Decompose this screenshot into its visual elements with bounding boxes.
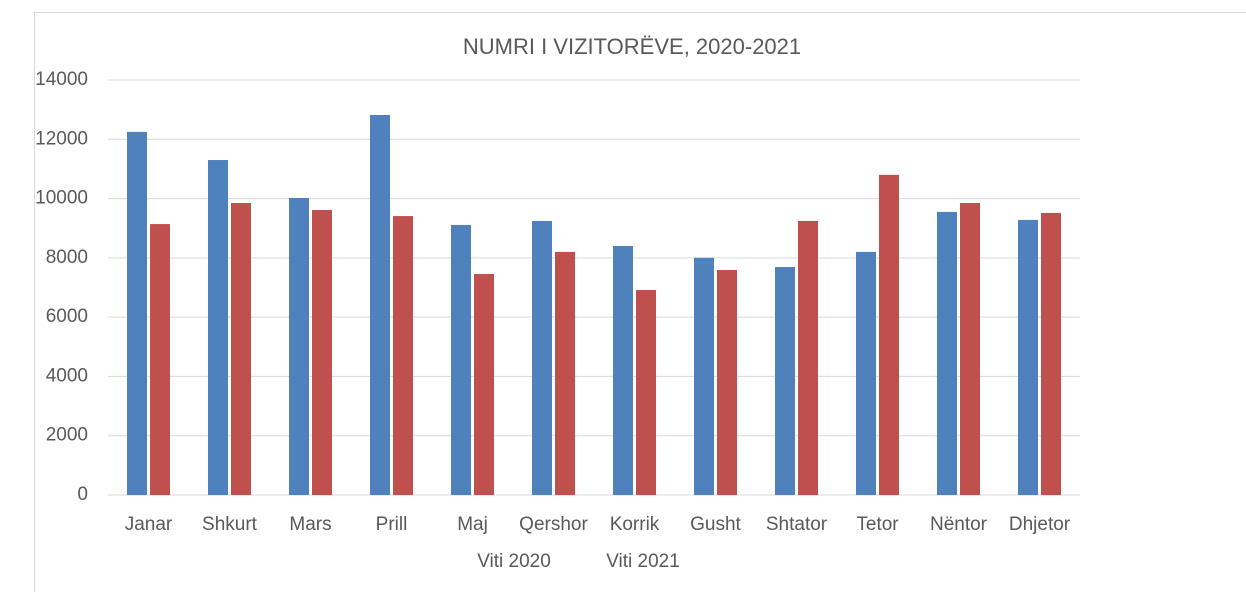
bar — [231, 203, 251, 495]
y-tick-label: 14000 — [35, 69, 88, 90]
bar — [879, 174, 899, 495]
bar — [208, 160, 228, 496]
x-tick-label: Tetor — [856, 514, 899, 535]
bar — [775, 267, 795, 495]
x-tick-label: Nëntor — [930, 514, 988, 535]
bar — [370, 114, 390, 495]
bar — [960, 203, 980, 495]
bar — [532, 220, 552, 495]
x-tick-label: Maj — [457, 514, 488, 535]
bar — [393, 216, 413, 495]
y-tick-label: 12000 — [35, 128, 88, 149]
y-tick-label: 10000 — [35, 188, 88, 209]
bar — [312, 209, 332, 495]
bar — [1041, 212, 1061, 495]
bar — [694, 257, 714, 495]
bar — [1018, 219, 1038, 495]
x-tick-label: Shkurt — [202, 514, 258, 535]
y-tick-label: 8000 — [46, 247, 88, 268]
bar — [613, 246, 633, 495]
y-tick-label: 0 — [77, 484, 88, 505]
bar — [937, 211, 957, 496]
x-tick-label: Korrik — [610, 514, 660, 535]
bar — [717, 270, 737, 495]
x-tick-label: Gusht — [690, 514, 741, 535]
bar — [150, 224, 170, 496]
x-tick-label: Prill — [376, 514, 408, 535]
x-tick-label: Qershor — [519, 514, 588, 535]
x-tick-label: Dhjetor — [1009, 514, 1071, 535]
y-tick-label: 2000 — [46, 425, 88, 446]
x-tick-label: Shtator — [766, 514, 828, 535]
x-tick-label: Mars — [289, 514, 331, 535]
bar — [856, 251, 876, 495]
x-tick-label: Janar — [125, 514, 173, 535]
bar — [289, 197, 309, 495]
y-tick-label: 6000 — [46, 306, 88, 327]
chart-title: NUMRI I VIZITORËVE, 2020-2021 — [463, 34, 801, 59]
bar — [555, 251, 575, 495]
bar — [127, 131, 147, 495]
bar — [451, 224, 471, 496]
bar — [636, 290, 656, 495]
legend-label: Viti 2021 — [606, 551, 680, 572]
bar — [474, 274, 494, 495]
chart-frame — [34, 12, 1246, 592]
bar — [798, 220, 818, 495]
y-tick-label: 4000 — [46, 365, 88, 386]
legend-label: Viti 2020 — [477, 551, 551, 572]
